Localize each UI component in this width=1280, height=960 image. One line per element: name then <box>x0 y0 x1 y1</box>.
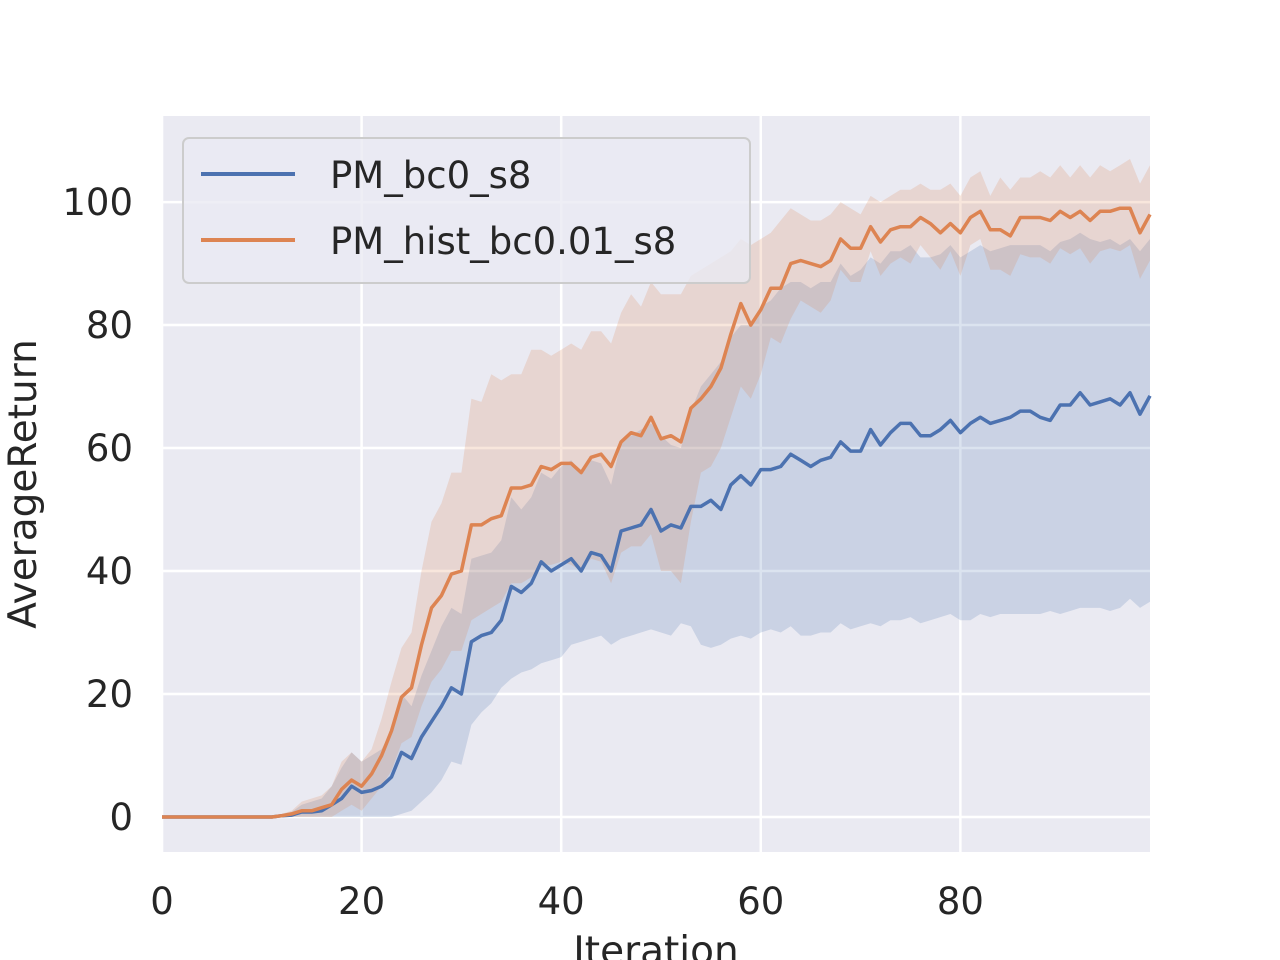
x-tick-label: 0 <box>150 880 174 923</box>
confidence-band-0 <box>162 232 1150 818</box>
x-axis-label: Iteration <box>573 929 738 960</box>
series-line-1 <box>162 206 1152 819</box>
legend: PM_bc0_s8 PM_hist_bc0.01_s8 <box>182 137 751 284</box>
y-tick-label: 60 <box>86 427 133 470</box>
x-tick-labels: 0 20 40 60 80 <box>150 880 984 923</box>
x-tick-label: 60 <box>737 880 784 923</box>
legend-box <box>182 137 751 284</box>
y-axis-label: AverageReturn <box>1 339 46 629</box>
confidence-bands <box>162 159 1150 818</box>
confidence-band-1 <box>162 159 1150 817</box>
x-tick-label: 80 <box>937 880 984 923</box>
y-tick-labels: 0 20 40 60 80 100 <box>62 181 133 839</box>
y-tick-label: 80 <box>86 304 133 347</box>
legend-label-pm-bc0-s8: PM_bc0_s8 <box>330 154 531 197</box>
x-tick-label: 40 <box>538 880 585 923</box>
y-tick-label: 20 <box>86 673 133 716</box>
y-tick-label: 0 <box>109 796 133 839</box>
y-tick-label: 40 <box>86 550 133 593</box>
y-tick-label: 100 <box>62 181 133 224</box>
legend-label-pm-hist-bc0-01-s8: PM_hist_bc0.01_s8 <box>330 220 676 263</box>
x-tick-label: 20 <box>338 880 385 923</box>
series-lines <box>162 206 1152 819</box>
